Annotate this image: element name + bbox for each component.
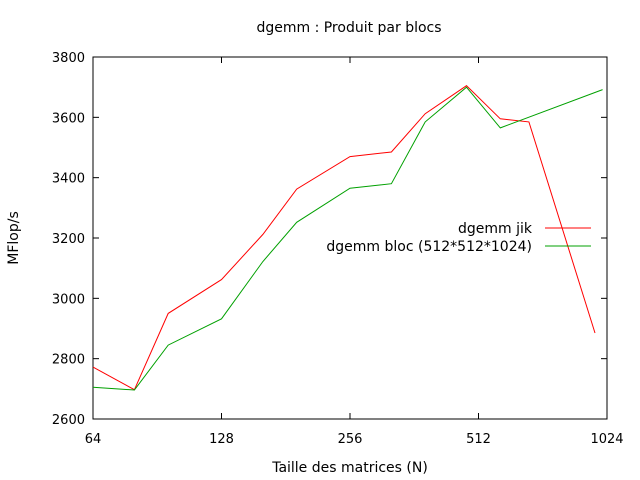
legend-label: dgemm jik — [458, 221, 533, 237]
x-tick-label: 1024 — [590, 432, 623, 447]
y-tick-label: 3400 — [52, 172, 85, 187]
y-tick-label: 3200 — [52, 232, 85, 247]
legend: dgemm jik dgemm bloc (512*512*1024) — [326, 221, 591, 255]
series-line-1 — [92, 85, 596, 391]
x-tick-label: 256 — [338, 432, 363, 447]
plot-frame — [92, 56, 608, 420]
axis-ticks: 2600 2800 3000 3200 3400 3600 3800 64 128 256 512 1… — [52, 51, 624, 447]
series-line-2 — [92, 86, 603, 391]
x-tick-label: 512 — [466, 432, 491, 447]
series-layer — [92, 85, 603, 391]
x-tick-label: 128 — [209, 432, 234, 447]
x-axis-title: Taille des matrices (N) — [271, 460, 428, 476]
chart-title: dgemm : Produit par blocs — [256, 20, 441, 36]
legend-label: dgemm bloc (512*512*1024) — [326, 239, 532, 255]
y-axis-title: MFlop/s — [6, 211, 22, 264]
y-tick-label: 2800 — [52, 353, 85, 368]
y-tick-label: 3600 — [52, 111, 85, 126]
y-tick-label: 2600 — [52, 413, 85, 428]
y-tick-label: 3800 — [52, 51, 85, 66]
y-tick-label: 3000 — [52, 292, 85, 307]
x-tick-label: 64 — [85, 432, 102, 447]
